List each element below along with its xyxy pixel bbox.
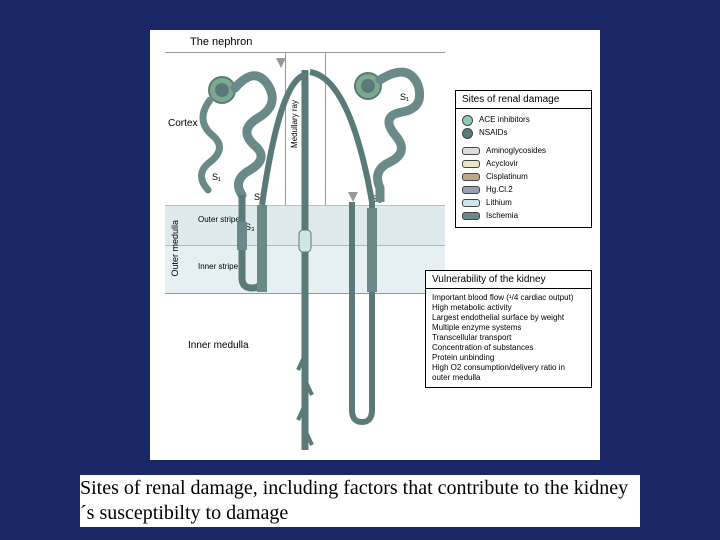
legend-item: Lithium bbox=[462, 197, 585, 209]
legend-label: Lithium bbox=[486, 197, 512, 209]
legend-swatch bbox=[462, 160, 480, 168]
legend-item: Aminoglycosides bbox=[462, 145, 585, 157]
svg-text:S₁: S₁ bbox=[400, 92, 409, 102]
vulnerability-item: Protein unbinding bbox=[432, 353, 585, 363]
vulnerability-item: Multiple enzyme systems bbox=[432, 323, 585, 333]
vulnerability-item: High O2 consumption/delivery ratio in ou… bbox=[432, 363, 585, 383]
vulnerability-box: Vulnerability of the kidney Important bl… bbox=[425, 270, 592, 388]
legend-swatch bbox=[462, 186, 480, 194]
legend-label: ACE inhibitors bbox=[479, 114, 530, 126]
legend-label: Aminoglycosides bbox=[486, 145, 546, 157]
nephron-figure: The nephron Cortex Outer medulla Outer s… bbox=[150, 30, 600, 460]
legend-item: ACE inhibitors bbox=[462, 114, 585, 126]
legend-label: Hg.Cl.2 bbox=[486, 184, 513, 196]
legend-box: Sites of renal damage ACE inhibitorsNSAI… bbox=[455, 90, 592, 228]
legend-swatch bbox=[462, 212, 480, 220]
vulnerability-item: Largest endothelial surface by weight bbox=[432, 313, 585, 323]
legend-swatch bbox=[462, 199, 480, 207]
legend-label: NSAIDs bbox=[479, 127, 507, 139]
legend-item: Acyclovir bbox=[462, 158, 585, 170]
legend-title: Sites of renal damage bbox=[456, 91, 591, 109]
legend-body: ACE inhibitorsNSAIDs AminoglycosidesAcycl… bbox=[456, 109, 591, 227]
vulnerability-body: Important blood flow (¹/4 cardiac output… bbox=[426, 289, 591, 387]
vulnerability-item: High metabolic activity bbox=[432, 303, 585, 313]
vulnerability-item: Concentration of substances bbox=[432, 343, 585, 353]
legend-label: Cisplatinum bbox=[486, 171, 528, 183]
legend-item: Cisplatinum bbox=[462, 171, 585, 183]
legend-label: Acyclovir bbox=[486, 158, 518, 170]
legend-item: Ischemia bbox=[462, 210, 585, 222]
legend-swatch bbox=[462, 147, 480, 155]
slide-root: The nephron Cortex Outer medulla Outer s… bbox=[0, 0, 720, 540]
vulnerability-title: Vulnerability of the kidney bbox=[426, 271, 591, 289]
legend-swatch bbox=[462, 128, 473, 139]
slide-caption: Sites of renal damage, including factors… bbox=[80, 475, 640, 527]
vulnerability-item: Transcellular transport bbox=[432, 333, 585, 343]
legend-item: NSAIDs bbox=[462, 127, 585, 139]
legend-item: Hg.Cl.2 bbox=[462, 184, 585, 196]
legend-swatch bbox=[462, 173, 480, 181]
legend-swatch bbox=[462, 115, 473, 126]
vulnerability-item: Important blood flow (¹/4 cardiac output… bbox=[432, 293, 585, 303]
svg-text:S₁: S₁ bbox=[212, 172, 221, 182]
legend-label: Ischemia bbox=[486, 210, 518, 222]
